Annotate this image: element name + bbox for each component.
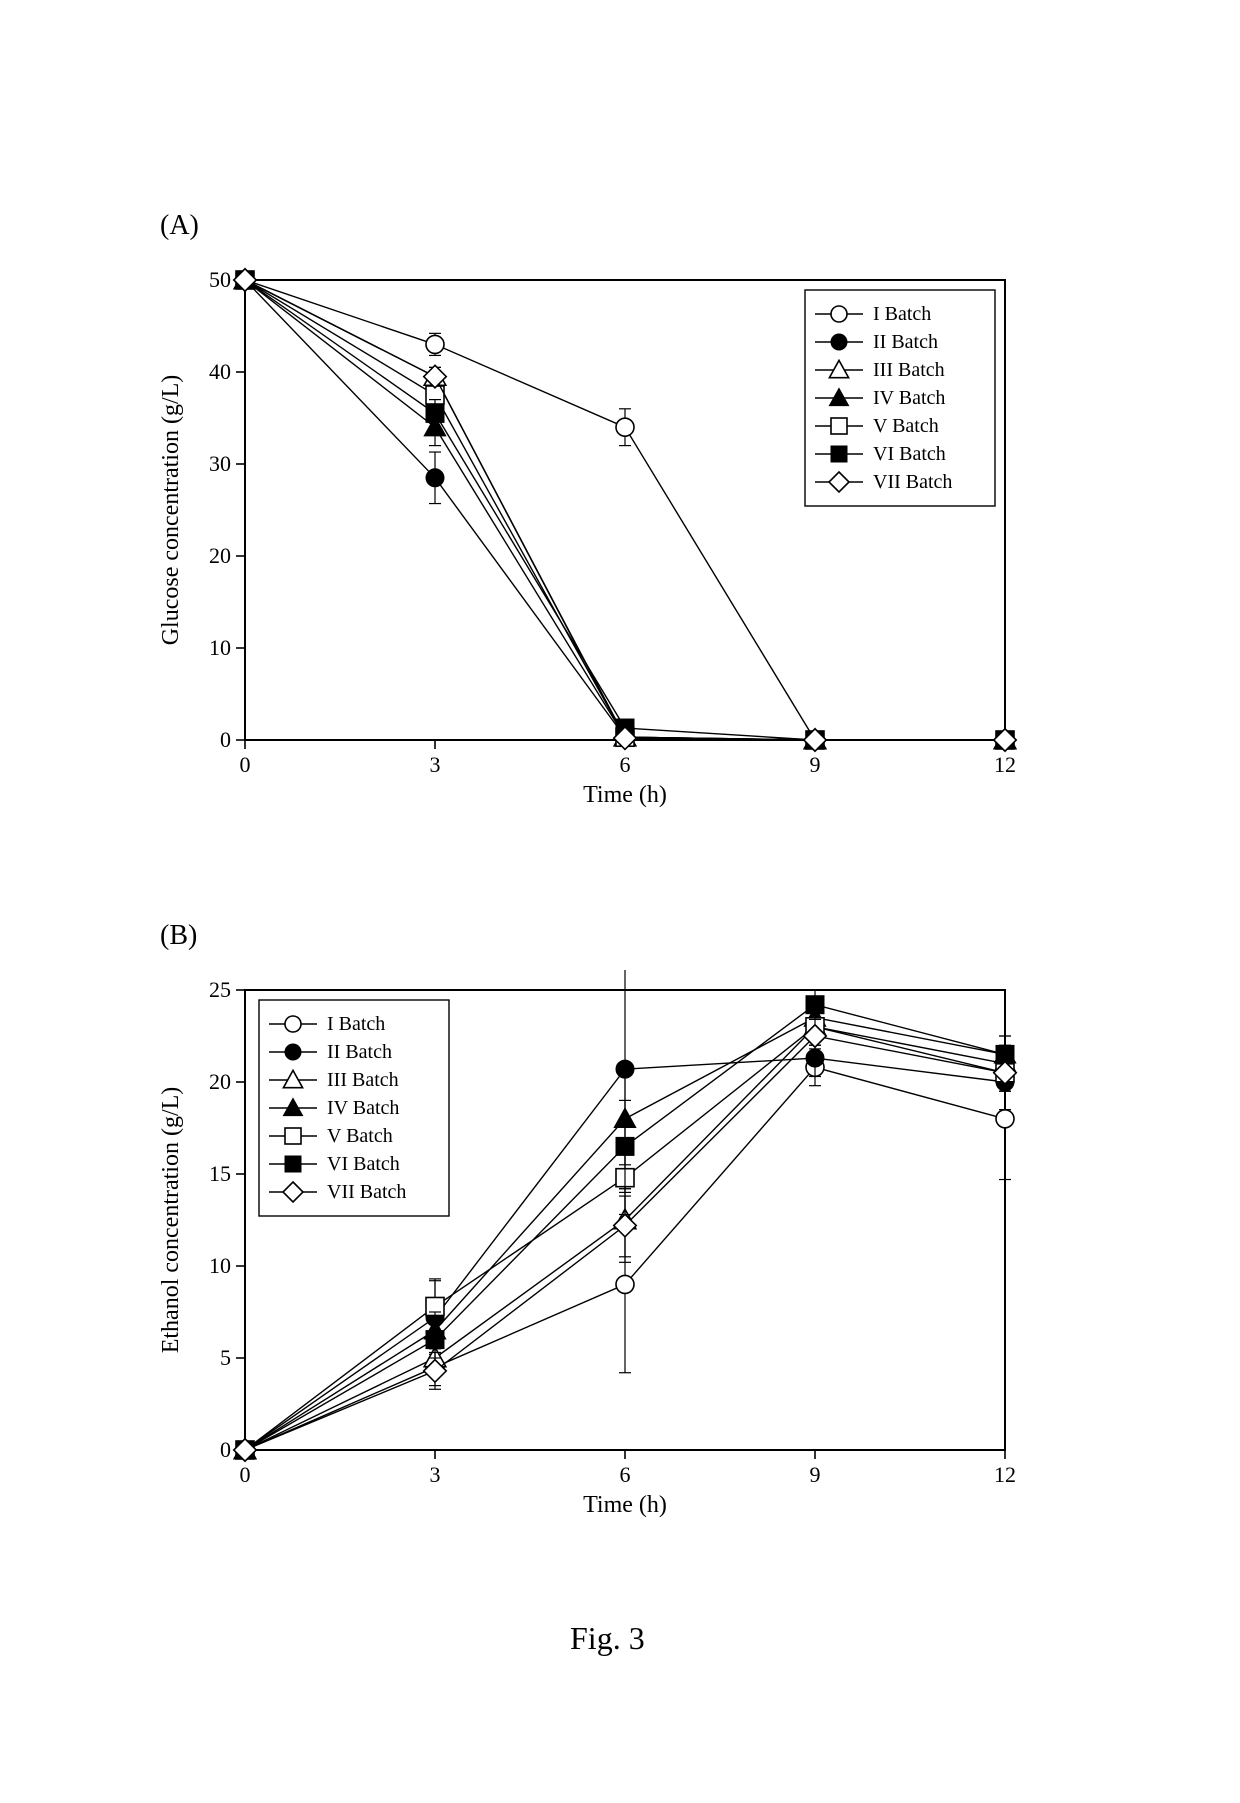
svg-text:V Batch: V Batch bbox=[327, 1125, 393, 1147]
panel-a-label: (A) bbox=[160, 210, 199, 242]
svg-text:25: 25 bbox=[209, 977, 231, 1002]
svg-text:20: 20 bbox=[209, 543, 231, 568]
panel-b-label: (B) bbox=[160, 920, 197, 952]
svg-text:III Batch: III Batch bbox=[327, 1069, 399, 1091]
svg-text:Ethanol concentration (g/L): Ethanol concentration (g/L) bbox=[158, 1087, 184, 1354]
svg-text:12: 12 bbox=[994, 1462, 1016, 1487]
svg-text:VII Batch: VII Batch bbox=[327, 1181, 406, 1203]
svg-text:10: 10 bbox=[209, 635, 231, 660]
svg-text:V Batch: V Batch bbox=[873, 415, 939, 437]
svg-text:VII Batch: VII Batch bbox=[873, 471, 952, 493]
svg-text:6: 6 bbox=[620, 1462, 631, 1487]
svg-text:Glucose concentration (g/L): Glucose concentration (g/L) bbox=[158, 375, 184, 646]
svg-text:5: 5 bbox=[220, 1345, 231, 1370]
svg-text:IV Batch: IV Batch bbox=[327, 1097, 399, 1119]
svg-text:VI Batch: VI Batch bbox=[327, 1153, 400, 1175]
svg-text:I Batch: I Batch bbox=[873, 303, 931, 325]
svg-text:0: 0 bbox=[220, 727, 231, 752]
svg-text:50: 50 bbox=[209, 267, 231, 292]
svg-text:III Batch: III Batch bbox=[873, 359, 945, 381]
svg-text:6: 6 bbox=[620, 752, 631, 777]
svg-text:IV Batch: IV Batch bbox=[873, 387, 945, 409]
svg-text:II Batch: II Batch bbox=[873, 331, 938, 353]
panel-a-chart: 0 3 6 9 12 0 10 20 30 40 50 Time (h) Glucose concent… bbox=[150, 260, 1030, 820]
panel-b-chart: 0 3 6 9 12 0 5 10 15 20 25 Time (h) Ethanol concentr… bbox=[150, 970, 1030, 1530]
svg-text:Time (h): Time (h) bbox=[583, 782, 667, 808]
svg-text:I Batch: I Batch bbox=[327, 1013, 385, 1035]
svg-text:30: 30 bbox=[209, 451, 231, 476]
svg-text:0: 0 bbox=[240, 1462, 251, 1487]
svg-text:20: 20 bbox=[209, 1069, 231, 1094]
svg-text:VI Batch: VI Batch bbox=[873, 443, 946, 465]
svg-text:3: 3 bbox=[430, 1462, 441, 1487]
figure-page: (A) 03691201020304050Time (h)Glucose con… bbox=[0, 0, 1240, 1803]
svg-text:10: 10 bbox=[209, 1253, 231, 1278]
svg-text:9: 9 bbox=[810, 1462, 821, 1487]
svg-text:Time (h): Time (h) bbox=[583, 1492, 667, 1518]
svg-text:0: 0 bbox=[240, 752, 251, 777]
svg-text:0: 0 bbox=[220, 1437, 231, 1462]
svg-text:3: 3 bbox=[430, 752, 441, 777]
svg-text:9: 9 bbox=[810, 752, 821, 777]
svg-text:12: 12 bbox=[994, 752, 1016, 777]
svg-text:II Batch: II Batch bbox=[327, 1041, 392, 1063]
figure-caption: Fig. 3 bbox=[570, 1620, 645, 1657]
svg-text:15: 15 bbox=[209, 1161, 231, 1186]
svg-text:40: 40 bbox=[209, 359, 231, 384]
